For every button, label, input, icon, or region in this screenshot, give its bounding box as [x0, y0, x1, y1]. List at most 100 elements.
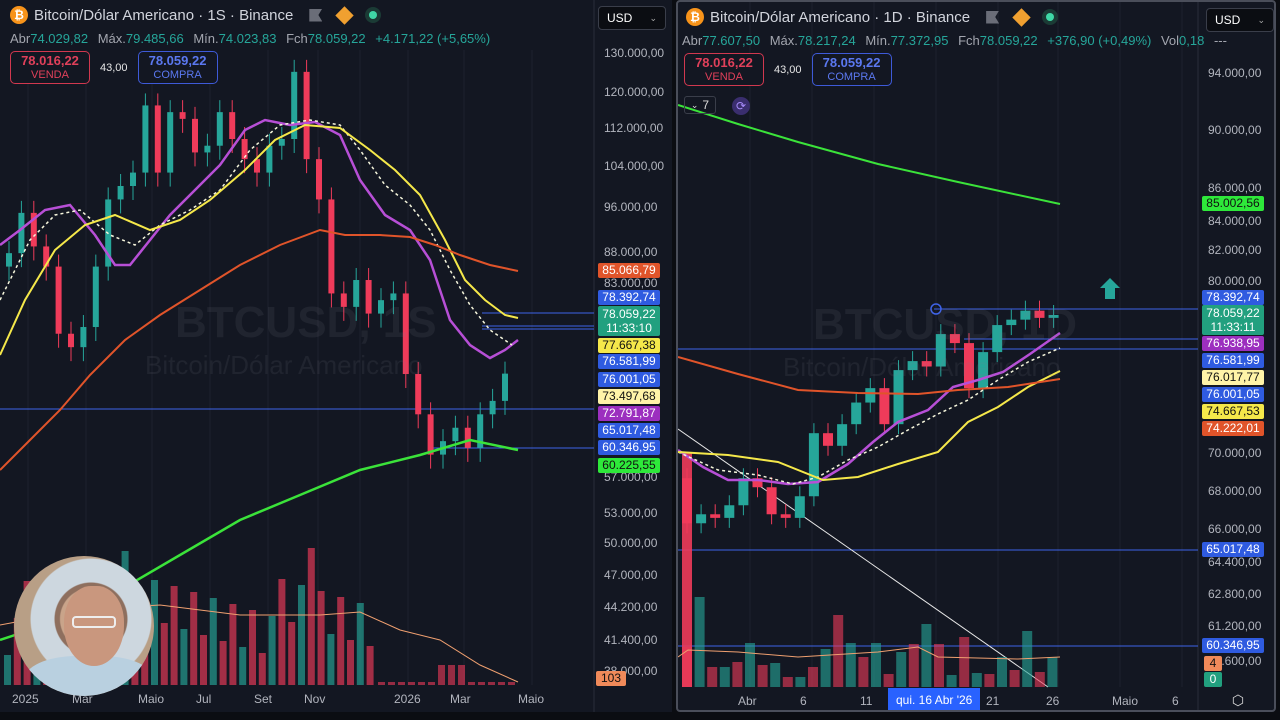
price-tag: 60.346,95 — [1202, 638, 1264, 653]
price-tag: 78.392,74 — [1202, 290, 1264, 305]
time-axis-label: Abr — [738, 694, 757, 708]
chevron-down-icon: ⌄ — [690, 99, 699, 110]
price-tag: 60.225,55 — [598, 458, 660, 473]
high-label: Máx. — [97, 31, 126, 46]
ohlc-legend: Abr77.607,50 Máx.78.217,24 Mín.77.372,95… — [682, 33, 1227, 48]
time-axis-label: Nov — [304, 692, 326, 706]
price-axis-label: 120.000,00 — [604, 85, 665, 99]
price-axis-label: 130.000,00 — [604, 46, 665, 60]
time-axis-label: Set — [254, 692, 273, 706]
currency-select[interactable]: USD ⌄ — [1206, 8, 1274, 32]
price-tag: 76.938,95 — [1202, 336, 1264, 351]
market-open-icon — [365, 7, 382, 23]
price-axis-label: 41.400,00 — [604, 633, 658, 647]
time-axis-label: Jul — [196, 692, 212, 706]
change-value: +4.171,22 (+5,65%) — [375, 31, 491, 46]
buy-button[interactable]: 78.059,22 COMPRA — [137, 51, 218, 84]
price-tag: 72.791,87 — [598, 406, 660, 421]
high-label: Máx. — [769, 33, 798, 48]
volume-tag: 103 — [596, 671, 626, 686]
close-label: Fch — [958, 33, 980, 48]
currency-value: USD — [607, 11, 633, 25]
close-label: Fch — [286, 31, 308, 46]
time-axis-label: Mar — [450, 692, 471, 706]
buy-price: 78.059,22 — [148, 52, 207, 68]
volume-label: Vol — [1160, 33, 1180, 48]
price-axis-label: 96.000,00 — [604, 200, 658, 214]
price-axis-label: 94.000,00 — [1208, 66, 1262, 80]
sell-label: VENDA — [705, 70, 743, 83]
price-tag: 78.392,74 — [598, 290, 660, 305]
settings-icon[interactable]: ⬡ — [1231, 692, 1245, 708]
price-axis-label: 66.000,00 — [1208, 522, 1262, 536]
sell-button[interactable]: 78.016,22 VENDA — [10, 51, 90, 84]
price-tag: 65.017,48 — [1202, 542, 1264, 557]
time-axis-label: 6 — [1172, 694, 1179, 708]
open-value: 74.029,82 — [30, 31, 89, 46]
price-axis-label: 112.000,00 — [604, 121, 664, 135]
price-tag: 76.581,99 — [598, 354, 660, 369]
open-label: Abr — [10, 31, 31, 46]
symbol-title[interactable]: Bitcoin/Dólar Americano · 1D · Binance — [710, 8, 971, 26]
price-tag: 76.001,05 — [598, 372, 660, 387]
currency-value: USD — [1215, 13, 1241, 27]
flag-icon[interactable] — [309, 8, 323, 22]
daily-price-chart[interactable] — [678, 2, 1274, 710]
price-axis-label: 47.000,00 — [604, 568, 658, 582]
time-axis-label: 2026 — [394, 692, 421, 706]
price-axis-label: 83.000,00 — [604, 276, 658, 290]
indicators-collapse-button[interactable]: ⌄ 7 — [684, 96, 716, 114]
price-tag: 74.667,53 — [1202, 404, 1264, 419]
open-value: 77.607,50 — [702, 33, 761, 48]
currency-select[interactable]: USD ⌄ — [598, 6, 666, 30]
low-label: Mín. — [193, 31, 219, 46]
price-axis-label: 57.000,00 — [604, 470, 658, 484]
flag-icon[interactable] — [986, 10, 1000, 24]
sell-button[interactable]: 78.016,22 VENDA — [684, 53, 764, 86]
buy-label: COMPRA — [153, 68, 202, 81]
volume-tag: 0 — [1204, 672, 1222, 687]
market-open-icon — [1042, 9, 1059, 25]
indicator-count: 7 — [702, 98, 710, 112]
volume-value: 0,18 — [1179, 33, 1205, 48]
price-tag: 78.059,22 11:33:11 — [1202, 305, 1264, 335]
close-value: 78.059,22 — [979, 33, 1038, 48]
symbol-header[interactable]: ₿ Bitcoin/Dólar Americano · 1D · Binance — [686, 7, 1059, 27]
price-axis-label: 104.000,00 — [604, 159, 665, 173]
price-axis-label: 86.000,00 — [1208, 181, 1262, 195]
price-axis-label: 84.000,00 — [1208, 214, 1262, 228]
low-value: 74.023,83 — [218, 31, 277, 46]
open-label: Abr — [682, 33, 703, 48]
time-axis-label: 6 — [800, 694, 807, 708]
diamond-icon[interactable] — [1012, 7, 1031, 27]
sell-price: 78.016,22 — [21, 52, 79, 68]
volume-tag-ma: 4 — [1204, 656, 1222, 671]
more-indicator[interactable]: --- — [1213, 33, 1227, 48]
chevron-down-icon: ⌄ — [649, 12, 657, 23]
time-axis-label: Maio — [518, 692, 545, 706]
sync-icon[interactable]: ⟳ — [732, 97, 750, 115]
chart-pane-daily[interactable]: BTCUSD, 1D Bitcoin/Dólar Americano ₿ Bit… — [676, 0, 1276, 712]
low-label: Mín. — [865, 33, 891, 48]
symbol-title[interactable]: Bitcoin/Dólar Americano · 1S · Binance — [34, 6, 294, 24]
webcam-overlay — [14, 556, 154, 696]
price-axis-label: 62.800,00 — [1208, 587, 1262, 601]
time-axis-label: Maio — [1112, 694, 1139, 708]
diamond-icon[interactable] — [335, 5, 354, 25]
price-tag: 76.017,77 — [1202, 370, 1264, 385]
price-tag: 74.222,01 — [1202, 421, 1264, 436]
price-tag: 60.346,95 — [598, 440, 660, 455]
symbol-header[interactable]: ₿ Bitcoin/Dólar Americano · 1S · Binance — [10, 5, 382, 25]
price-tag: 73.497,68 — [598, 389, 660, 404]
sell-price: 78.016,22 — [695, 54, 753, 70]
buy-button[interactable]: 78.059,22 COMPRA — [811, 53, 892, 86]
buy-label: COMPRA — [827, 70, 876, 83]
time-axis-label: 26 — [1046, 694, 1060, 708]
price-axis-label: 82.000,00 — [1208, 243, 1262, 257]
price-axis-label: 68.000,00 — [1208, 484, 1262, 498]
price-axis-label: 64.400,00 — [1208, 555, 1262, 569]
chevron-down-icon: ⌄ — [1257, 14, 1265, 25]
change-value: +376,90 (+0,49%) — [1047, 33, 1152, 48]
low-value: 77.372,95 — [890, 33, 949, 48]
chart-pane-weekly[interactable]: BTCUSD, 1S Bitcoin/Dólar Americano ₿ Bit… — [0, 0, 672, 712]
